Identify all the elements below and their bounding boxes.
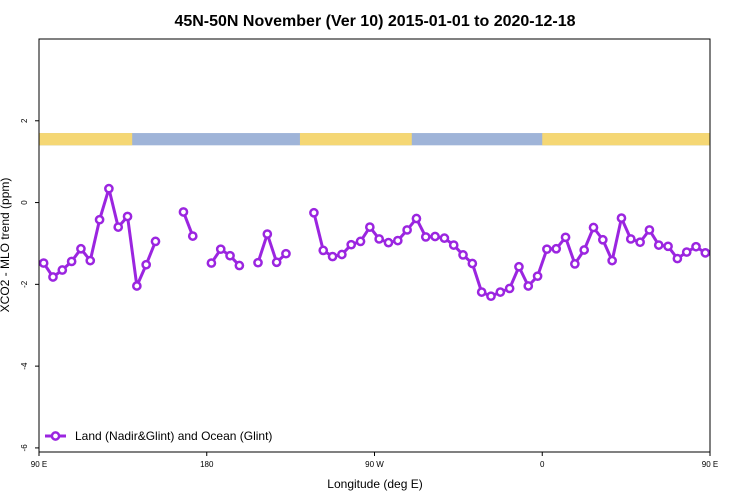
data-point [85, 255, 96, 266]
y-tick-label: -2 [20, 280, 29, 288]
data-point [76, 243, 86, 254]
chart-title: 45N-50N November (Ver 10) 2015-01-01 to … [174, 13, 575, 30]
x-tick-label: 0 [540, 460, 545, 469]
data-point [141, 259, 152, 270]
data-point [346, 239, 357, 250]
data-point [504, 283, 515, 294]
data-point [672, 253, 683, 264]
data-point [495, 287, 506, 297]
data-point [588, 222, 599, 233]
data-point [392, 235, 403, 246]
legend: Land (Nadir&Glint) and Ocean (Glint) [45, 429, 272, 443]
data-point [57, 265, 68, 275]
x-tick-label: 90 E [31, 460, 47, 469]
data-point [560, 232, 571, 243]
data-point [542, 244, 552, 255]
data-point [374, 234, 385, 244]
data-point [458, 250, 468, 260]
data-point [532, 271, 543, 282]
y-tick-label: -6 [20, 444, 29, 452]
data-point [94, 214, 105, 225]
data-point [187, 231, 198, 241]
data-point [364, 222, 375, 232]
data-point [281, 248, 291, 259]
y-axis-label: XCO2 - MLO trend (ppm) [0, 178, 12, 313]
data-point [514, 261, 524, 272]
map-strip [39, 133, 710, 146]
series-line [256, 232, 287, 264]
data-point [337, 249, 347, 260]
data-point [448, 240, 459, 250]
data-point [318, 245, 329, 256]
y-tick-label: 2 [20, 118, 29, 123]
data-point [439, 233, 450, 243]
data-point [383, 237, 394, 248]
series-line [210, 247, 241, 267]
x-axis-ticks: 90 E 180 90 W 0 90 E [31, 452, 718, 469]
data-point [709, 248, 710, 252]
data-point [430, 231, 440, 242]
data-point [730, 273, 737, 280]
data-point [720, 260, 727, 267]
y-tick-label: -4 [20, 362, 29, 370]
data-point [66, 256, 77, 267]
data-point [644, 225, 655, 235]
data-point [150, 236, 161, 247]
data-point [234, 260, 245, 271]
data-point [551, 243, 562, 254]
data-point [225, 250, 235, 261]
data-point [309, 207, 319, 218]
data-point [122, 211, 133, 222]
data-point [132, 281, 142, 291]
data-point [327, 251, 338, 262]
data-point [104, 183, 114, 194]
data-point [402, 225, 412, 235]
legend-marker-swatch [50, 431, 61, 441]
data-point [700, 248, 710, 258]
data-point [262, 229, 273, 239]
data-point [253, 257, 263, 268]
data-point [206, 258, 217, 268]
data-point [178, 207, 189, 217]
data-point [420, 232, 431, 242]
data-point [48, 272, 58, 282]
map-land [542, 133, 710, 146]
data-point [625, 234, 636, 244]
data-point [113, 222, 124, 232]
plot-frame [38, 38, 711, 453]
data-point [355, 236, 366, 247]
data-point [681, 247, 692, 257]
legend-label: Land (Nadir&Glint) and Ocean (Glint) [75, 429, 272, 443]
map-land [39, 133, 133, 146]
data-point [467, 258, 478, 269]
x-axis-label: Longitude (deg E) [327, 477, 422, 491]
map-land [299, 133, 412, 146]
data-point [739, 266, 746, 273]
data-point [579, 245, 590, 255]
x-tick-label: 90 W [365, 460, 384, 469]
data-point [653, 240, 664, 250]
data-point [476, 287, 487, 297]
data-point [607, 255, 617, 266]
data-point [271, 257, 282, 268]
series-layer [39, 183, 746, 302]
data-point [215, 244, 226, 255]
data-point [39, 258, 49, 268]
x-tick-label: 180 [200, 460, 214, 469]
data-point [663, 241, 673, 252]
data-point [411, 213, 422, 224]
data-point [597, 234, 608, 245]
data-point [616, 213, 627, 223]
data-point [691, 241, 701, 252]
data-point [570, 259, 580, 269]
data-point [635, 237, 645, 248]
data-point [523, 281, 534, 291]
y-axis-ticks: -6 -4 -2 0 2 [20, 118, 39, 451]
data-point [486, 291, 496, 302]
x-tick-label: 90 E [702, 460, 718, 469]
y-tick-label: 0 [20, 200, 29, 205]
